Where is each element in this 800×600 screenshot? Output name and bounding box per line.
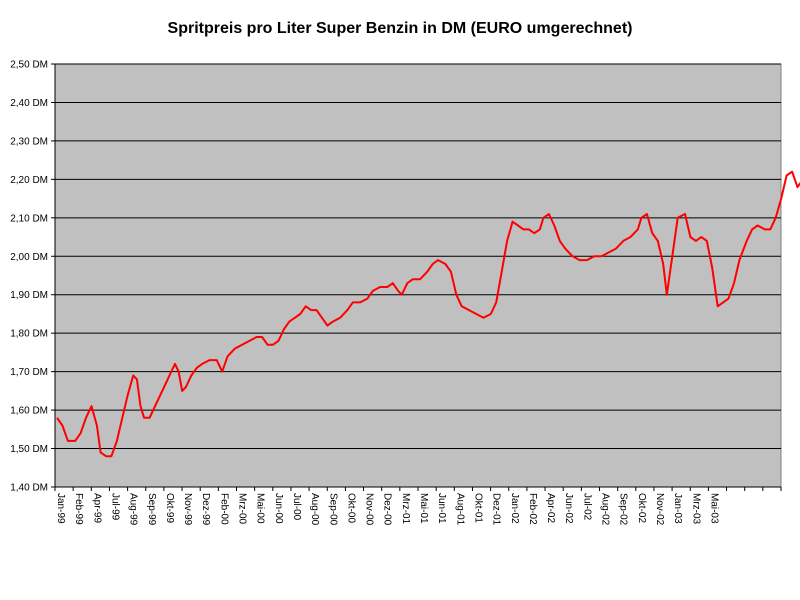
y-tick-label: 2,00 DM <box>10 252 48 263</box>
x-tick-label: Mrz-03 <box>690 493 701 525</box>
y-tick-label: 1,50 DM <box>10 444 48 455</box>
y-tick-label: 1,40 DM <box>10 483 48 494</box>
x-tick-label: Jun-01 <box>436 493 447 524</box>
y-tick-label: 2,40 DM <box>10 98 48 109</box>
x-tick-label: Apr-99 <box>91 493 102 523</box>
series-layer <box>56 170 800 458</box>
x-tick-label: Mai-01 <box>418 493 429 524</box>
y-tick-label: 2,30 DM <box>10 136 48 147</box>
x-tick-label: Jun-02 <box>563 493 574 524</box>
x-tick-label: Aug-99 <box>128 493 139 526</box>
x-tick-label: Nov-02 <box>654 493 665 526</box>
x-tick-label: Jan-99 <box>55 493 66 524</box>
x-tick-label: Apr-02 <box>545 493 556 523</box>
y-tick-label: 1,60 DM <box>10 406 48 417</box>
x-tick-label: Jan-02 <box>509 493 520 524</box>
x-tick-label: Nov-00 <box>364 493 375 526</box>
x-tick-label: Aug-01 <box>454 493 465 526</box>
x-tick-label: Feb-02 <box>527 493 538 525</box>
x-tick-label: Jun-00 <box>273 493 284 524</box>
y-tick-label: 1,70 DM <box>10 367 48 378</box>
x-tick-label: Dez-01 <box>491 493 502 526</box>
x-tick-label: Feb-99 <box>73 493 84 525</box>
x-tick-label: Mai-00 <box>255 493 266 524</box>
y-tick-label: 2,20 DM <box>10 175 48 186</box>
plot-area <box>54 63 782 488</box>
x-tick-label: Dez-00 <box>382 493 393 526</box>
x-tick-label: Okt-99 <box>164 493 175 523</box>
x-tick-label: Dez-99 <box>200 493 211 526</box>
x-tick-label: Sep-99 <box>146 493 157 526</box>
chart-title: Spritpreis pro Liter Super Benzin in DM … <box>167 20 633 37</box>
y-tick-label: 1,80 DM <box>10 329 48 340</box>
x-tick-label: Okt-00 <box>345 493 356 523</box>
x-tick-label: Okt-02 <box>636 493 647 523</box>
x-tick-label: Aug-00 <box>309 493 320 526</box>
x-tick-label: Mrz-00 <box>237 493 248 525</box>
x-tick-label: Mai-03 <box>708 493 719 524</box>
x-tick-label: Aug-02 <box>600 493 611 526</box>
x-tick-label: Jan-03 <box>672 493 683 524</box>
y-tick-label: 1,90 DM <box>10 290 48 301</box>
x-tick-label: Nov-99 <box>182 493 193 526</box>
x-tick-label: Okt-01 <box>472 493 483 523</box>
y-axis: 1,40 DM 1,50 DM 1,60 DM 1,70 DM 1,80 DM 1,90 … <box>10 60 56 494</box>
series-line <box>56 170 800 458</box>
x-tick-label: Mrz-01 <box>400 493 411 525</box>
y-tick-label: 2,10 DM <box>10 213 48 224</box>
x-tick-label: Jul-99 <box>109 493 120 521</box>
x-tick-label: Sep-00 <box>327 493 338 526</box>
x-tick-label: Sep-02 <box>618 493 629 526</box>
x-axis: Jan-99 Feb-99 Apr-99 Jul-99 Aug-99 Sep-99 Okt-… <box>54 486 782 526</box>
x-tick-label: Feb-00 <box>218 493 229 525</box>
x-tick-label: Jul-00 <box>291 493 302 521</box>
x-tick-label: Jul-02 <box>581 493 592 521</box>
y-tick-label: 2,50 DM <box>10 60 48 71</box>
